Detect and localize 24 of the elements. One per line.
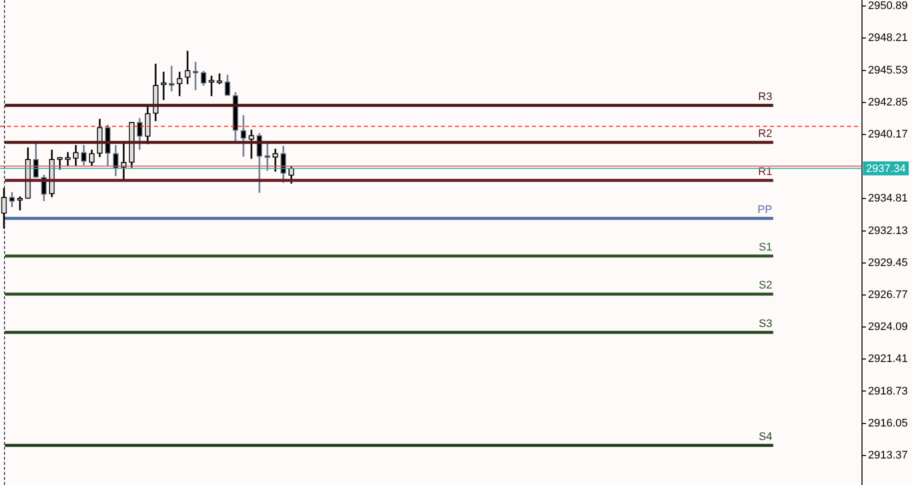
y-tick-label: 2921.41 [868,353,908,366]
y-tick-label: 2948.21 [868,32,908,44]
y-tick-label: 2932.13 [868,224,908,237]
candlestick [192,62,198,90]
y-tick-label: 2950.89 [868,0,908,12]
ref-line-label: S4 [758,430,772,443]
y-tick-label: 2945.53 [868,64,908,76]
ref-line-label: R3 [758,90,772,103]
y-tick-label: 2926.77 [868,288,908,301]
y-tick-label: 2929.45 [868,256,908,269]
y-tick-label: 2940.17 [868,128,908,141]
ref-line-label: S3 [758,318,772,330]
ref-line-label: R2 [758,128,772,140]
y-tick-label: 2913.37 [868,449,908,462]
y-tick-label: 2934.81 [868,192,908,205]
ref-line-label: PP [758,204,772,216]
y-tick-label: 2918.73 [868,385,908,398]
y-tick-label: 2916.05 [868,417,908,430]
ref-line-label: S2 [758,280,772,292]
ref-line-label: S1 [758,242,772,254]
candlestick [184,50,190,84]
y-tick-label: 2924.09 [868,321,908,334]
text: 2937.34 [866,162,906,175]
y-tick-label: 2942.85 [868,96,908,108]
